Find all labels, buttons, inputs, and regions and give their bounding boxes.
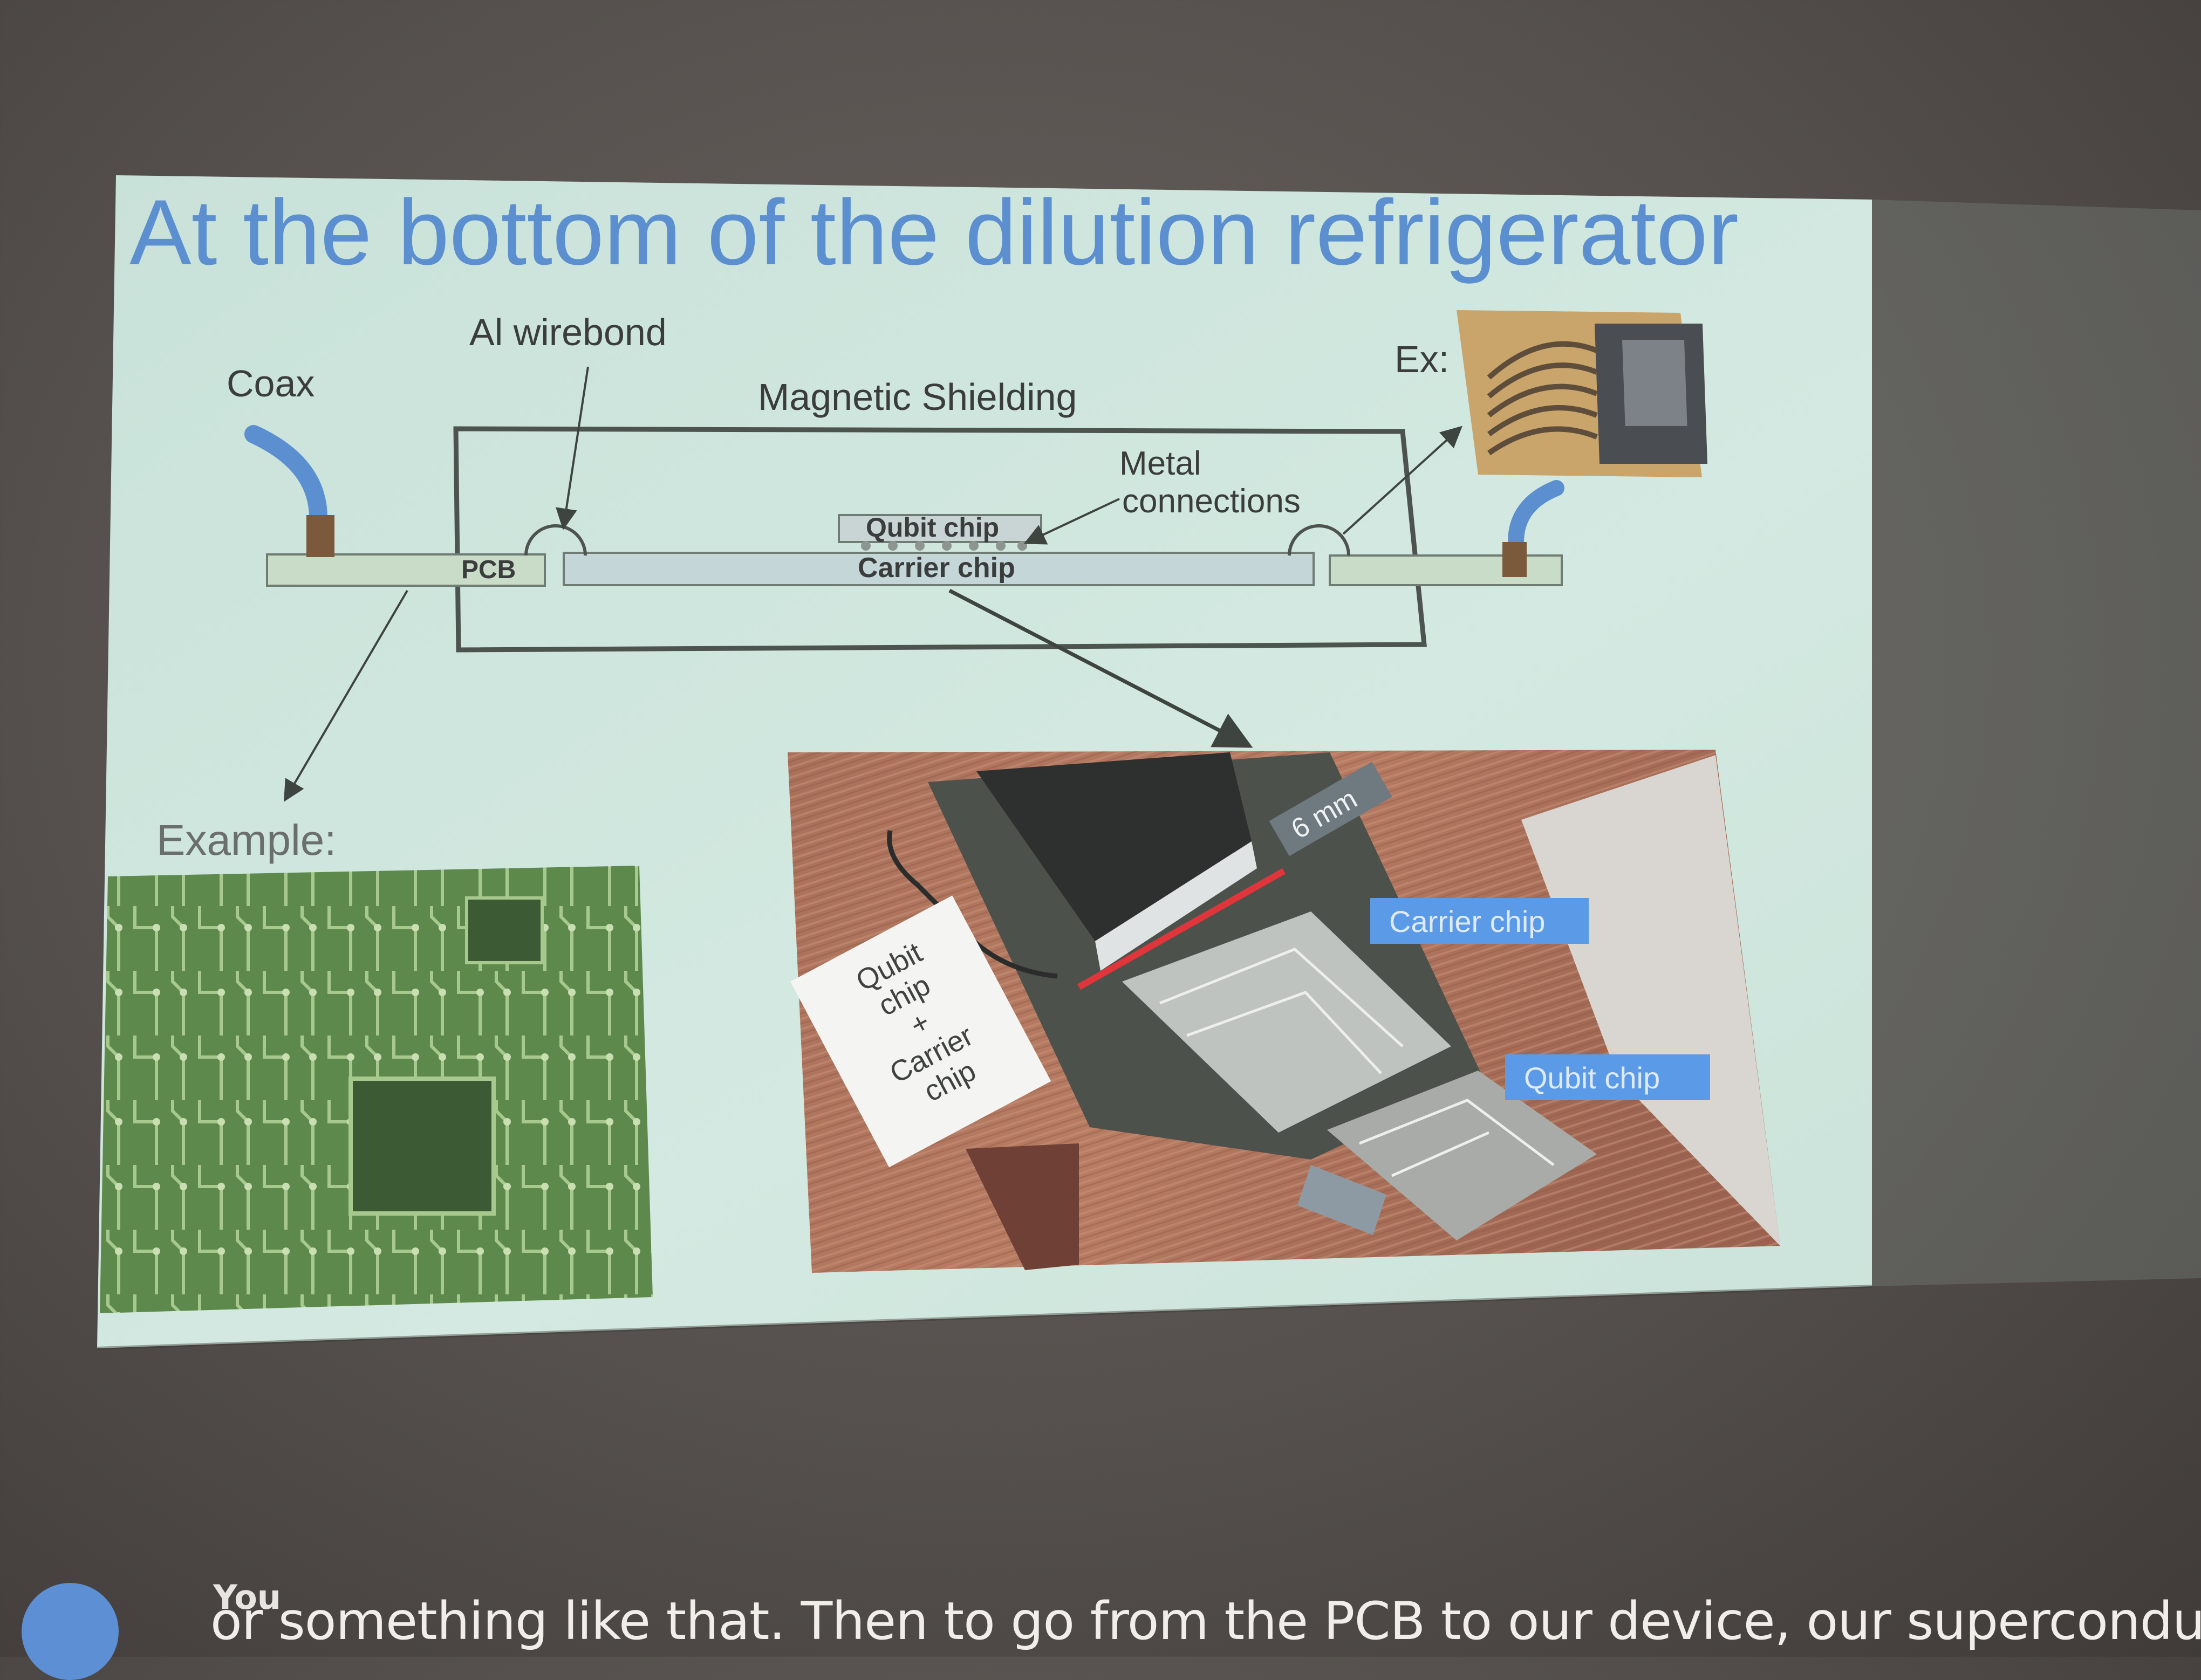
circuit-traces	[1159, 948, 1555, 1177]
carrier-chip-tag-box	[1370, 898, 1589, 944]
label-magnetic-shielding: Magnetic Shielding	[758, 376, 1077, 418]
coax-left	[244, 425, 327, 527]
coax-right-connector	[1502, 542, 1527, 577]
qubit-stack-edge	[1095, 841, 1257, 971]
pcb-example-photo	[100, 866, 653, 1313]
label-pcb: PCB	[461, 556, 516, 584]
coax-right	[1508, 480, 1564, 550]
slide-bottom-shadow	[97, 1285, 1872, 1350]
label-metal-connections-1: Metal	[1119, 445, 1201, 482]
carrier-chip-bar	[563, 552, 1315, 586]
slide-right-edge-glow	[1872, 200, 2201, 1286]
chip-photo: 6 mm Carrier chip Qubit chip Qubit chip …	[788, 750, 1780, 1273]
label-example: Example:	[156, 816, 336, 864]
bump-bonds	[861, 541, 1027, 551]
qubit-chip-surface	[1327, 1071, 1597, 1240]
pointer-pcb-example	[283, 589, 408, 802]
small-tag	[1297, 1165, 1386, 1235]
scale-arrow	[1077, 868, 1286, 990]
pointer-metal-connections	[1023, 498, 1120, 545]
label-qubit-chip: Qubit chip	[866, 512, 999, 543]
white-background-corner	[1521, 755, 1780, 1246]
pointer-example-wirebond	[1342, 426, 1462, 535]
caption-speaker: You	[213, 1578, 281, 1617]
speaker-avatar	[22, 1583, 119, 1680]
qubit-stack-dark	[976, 752, 1252, 941]
dark-shadow-corner	[966, 1143, 1079, 1270]
label-ex: Ex:	[1395, 338, 1449, 380]
qubit-chip-tag: Qubit chip	[1524, 1061, 1660, 1095]
qubit-chip-tag-box	[1505, 1054, 1710, 1100]
slide-title: At the bottom of the dilution refrigerat…	[129, 181, 1739, 284]
wirebond-example-photo	[1457, 310, 1708, 477]
label-coax: Coax	[227, 362, 315, 404]
label-metal-connections-2: connections	[1122, 483, 1301, 520]
carrier-chip-tag: Carrier chip	[1389, 904, 1545, 938]
caption-text: or something like that. Then to go from …	[210, 1591, 2201, 1651]
wirebond-left	[524, 524, 587, 556]
carrier-chip-surface	[1122, 911, 1451, 1133]
label-al-wirebond: Al wirebond	[469, 311, 667, 353]
coax-left-connector	[306, 515, 334, 557]
pointer-carrier-photo	[948, 588, 1253, 748]
pcb-left	[266, 553, 546, 587]
pointer-wirebond	[556, 366, 589, 530]
wirebond-right	[1288, 524, 1350, 556]
pcb-right	[1329, 554, 1563, 586]
stack-label-card: Qubit chip + Carrier chip	[790, 895, 1051, 1168]
label-carrier-chip: Carrier chip	[858, 552, 1015, 584]
